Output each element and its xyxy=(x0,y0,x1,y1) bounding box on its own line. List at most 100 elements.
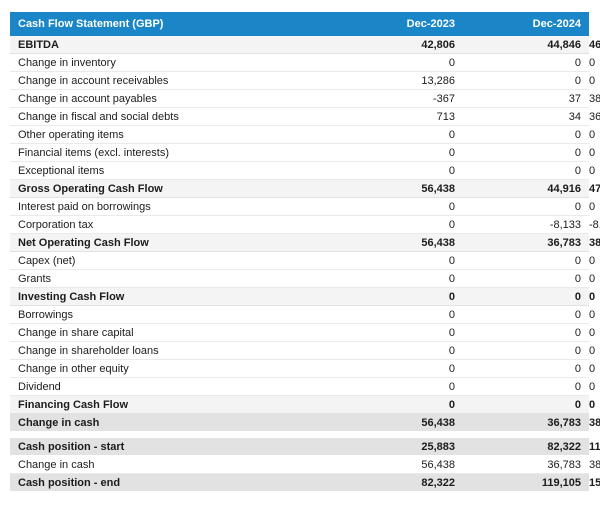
row-label: EBITDA xyxy=(10,36,337,54)
row-label: Borrowings xyxy=(10,305,337,324)
cell-value: 25,883 xyxy=(337,438,463,456)
table-row: Financing Cash Flow 0 0 0 xyxy=(10,395,595,414)
row-label: Financing Cash Flow xyxy=(10,395,337,414)
table-row: Change in account receivables 13,286 0 0 xyxy=(10,71,595,90)
row-label: Exceptional items xyxy=(10,161,337,180)
table-row: Interest paid on borrowings 0 0 0 xyxy=(10,197,595,216)
cell-value: 0 xyxy=(463,53,589,72)
table-row: Change in share capital 0 0 0 xyxy=(10,323,595,342)
cell-value: 56,438 xyxy=(337,455,463,474)
row-spacer xyxy=(10,431,589,438)
cell-value: 713 xyxy=(337,107,463,126)
cell-value: 0 xyxy=(337,341,463,360)
cell-value: 0 xyxy=(463,71,589,90)
row-label: Change in inventory xyxy=(10,53,337,72)
cell-value: 56,438 xyxy=(337,179,463,198)
row-label: Change in cash xyxy=(10,413,337,432)
row-spacer-cell xyxy=(10,431,589,438)
row-label: Change in fiscal and social debts xyxy=(10,107,337,126)
cell-value: 0 xyxy=(463,305,589,324)
cell-value: 0 xyxy=(463,377,589,396)
row-label: Other operating items xyxy=(10,125,337,144)
data-table: Cash Flow Statement (GBP) Dec-2023 Dec-2… xyxy=(10,12,600,492)
header-row: Cash Flow Statement (GBP) Dec-2023 Dec-2… xyxy=(10,12,600,36)
cell-value: -367 xyxy=(337,89,463,108)
cell-value: 44,916 xyxy=(463,179,589,198)
cell-value: 56,438 xyxy=(337,413,463,432)
cell-value: 0 xyxy=(463,359,589,378)
column-header-dec-2023: Dec-2023 xyxy=(337,12,463,36)
table-row: Financial items (excl. interests) 0 0 0 xyxy=(10,143,595,162)
table-row: Grants 0 0 0 xyxy=(10,269,595,288)
table-title: Cash Flow Statement (GBP) xyxy=(10,12,337,36)
cell-value: 0 xyxy=(337,377,463,396)
cell-value: 0 xyxy=(337,323,463,342)
row-label: Change in other equity xyxy=(10,359,337,378)
table-row: Change in inventory 0 0 0 xyxy=(10,53,595,72)
row-label: Net Operating Cash Flow xyxy=(10,233,337,252)
cell-value: 0 xyxy=(463,341,589,360)
cell-value: 13,286 xyxy=(337,71,463,90)
table-row: Borrowings 0 0 0 xyxy=(10,305,595,324)
row-label: Change in cash xyxy=(10,455,337,474)
cell-value: 42,806 xyxy=(337,36,463,54)
cell-value: 119,105 xyxy=(463,473,589,492)
cell-value: 0 xyxy=(463,323,589,342)
row-label: Grants xyxy=(10,269,337,288)
cell-value: 0 xyxy=(463,197,589,216)
cell-value: -8,133 xyxy=(463,215,589,234)
row-label: Interest paid on borrowings xyxy=(10,197,337,216)
cell-value: 0 xyxy=(337,287,463,306)
cell-value: 36,783 xyxy=(463,233,589,252)
cash-flow-statement-table: Cash Flow Statement (GBP) Dec-2023 Dec-2… xyxy=(10,12,600,492)
table-header: Cash Flow Statement (GBP) Dec-2023 Dec-2… xyxy=(10,12,600,36)
table-row: Gross Operating Cash Flow56,43844,91647,… xyxy=(10,179,600,198)
cell-value: 0 xyxy=(337,161,463,180)
cell-value: 82,322 xyxy=(463,438,589,456)
cell-value: 0 xyxy=(337,53,463,72)
cell-value: 0 xyxy=(337,197,463,216)
cell-value: 0 xyxy=(463,251,589,270)
row-label: Cash position - start xyxy=(10,438,337,456)
cell-value: 0 xyxy=(463,161,589,180)
row-label: Change in shareholder loans xyxy=(10,341,337,360)
row-label: Change in account receivables xyxy=(10,71,337,90)
cell-value: 0 xyxy=(463,269,589,288)
cell-value: 0 xyxy=(463,143,589,162)
table-row: Change in shareholder loans 0 0 0 xyxy=(10,341,595,360)
cell-value: 0 xyxy=(337,359,463,378)
cell-value: 0 xyxy=(337,215,463,234)
table-row: Change in fiscal and social debts 713 34 36 xyxy=(10,107,600,126)
cell-value: 44,846 xyxy=(463,36,589,54)
cell-value: 37 xyxy=(463,89,589,108)
row-label: Change in share capital xyxy=(10,323,337,342)
cell-value: 82,322 xyxy=(337,473,463,492)
cell-value: 0 xyxy=(337,143,463,162)
cell-value: 0 xyxy=(463,125,589,144)
table-row: Net Operating Cash Flow56,43836,78338,53… xyxy=(10,233,600,252)
cell-value: 36,783 xyxy=(463,413,589,432)
table-row: Dividend 0 0 0 xyxy=(10,377,595,396)
table-row: Investing Cash Flow 0 0 0 xyxy=(10,287,595,306)
row-label: Investing Cash Flow xyxy=(10,287,337,306)
row-label: Corporation tax xyxy=(10,215,337,234)
cell-value: 0 xyxy=(337,395,463,414)
table-row: Other operating items 0 0 0 xyxy=(10,125,595,144)
row-label: Financial items (excl. interests) xyxy=(10,143,337,162)
table-row: Change in other equity 0 0 0 xyxy=(10,359,595,378)
table-row: Capex (net) 0 0 0 xyxy=(10,251,595,270)
cell-value: 0 xyxy=(337,251,463,270)
row-label: Dividend xyxy=(10,377,337,396)
row-label: Cash position - end xyxy=(10,473,337,492)
row-label: Capex (net) xyxy=(10,251,337,270)
table-row: Change in account payables -367 37 38 xyxy=(10,89,600,108)
cell-value: 0 xyxy=(337,305,463,324)
column-header-dec-2024: Dec-2024 xyxy=(463,12,589,36)
